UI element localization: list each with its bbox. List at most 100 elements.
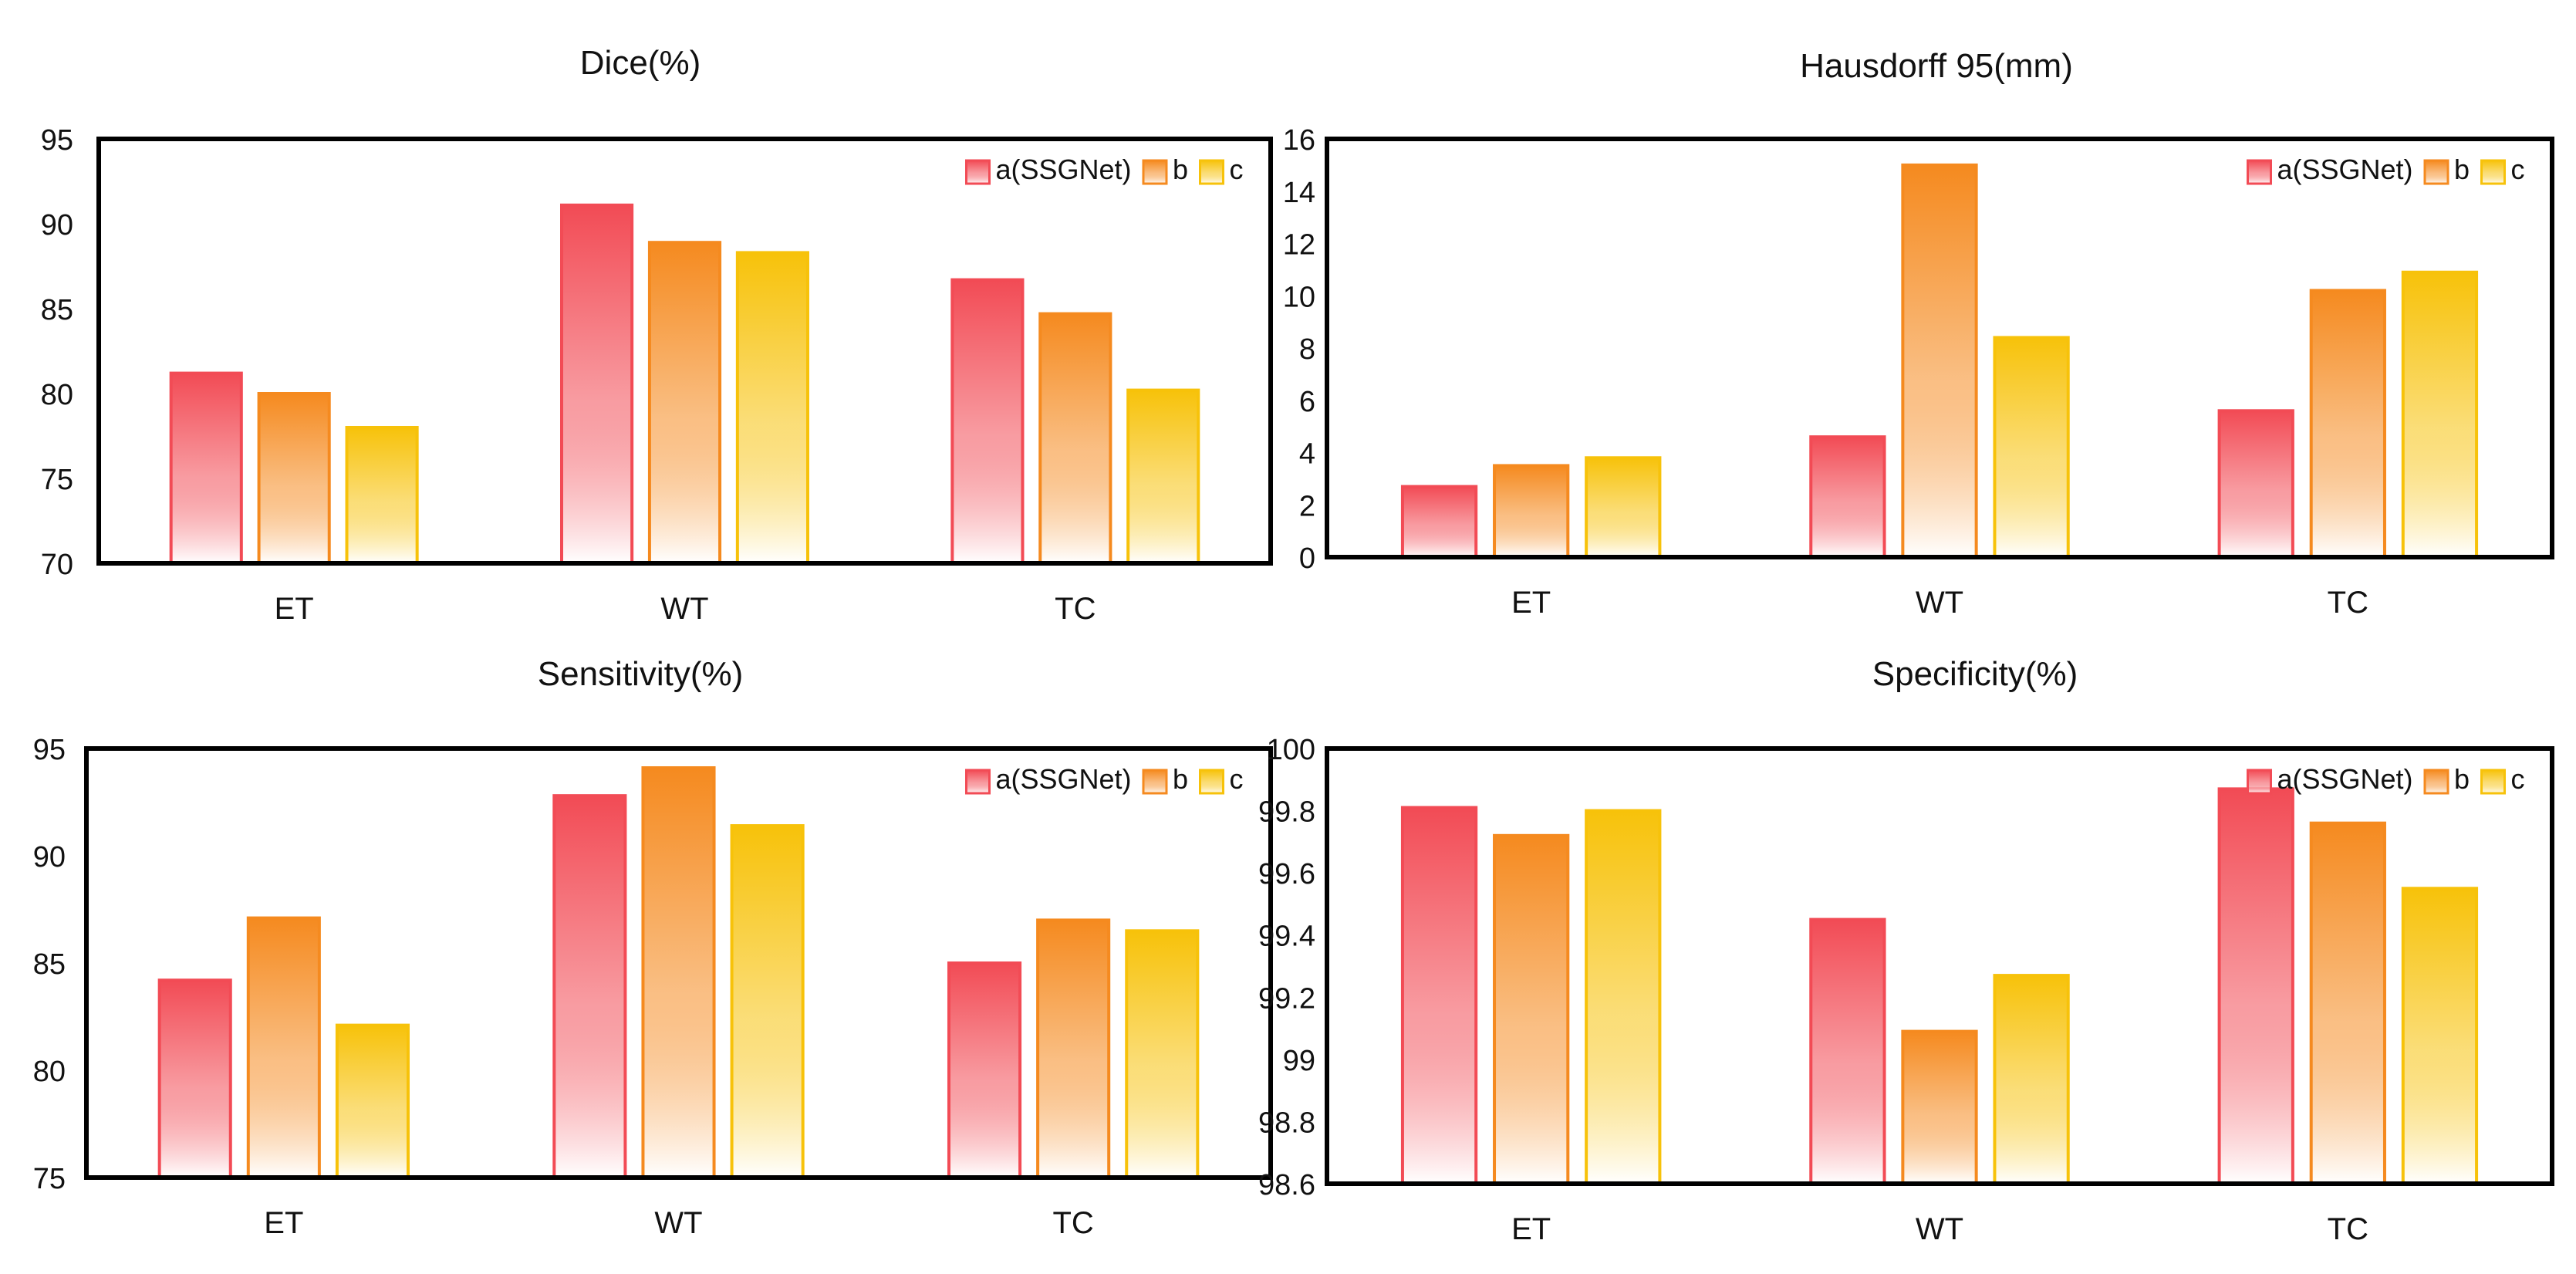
x-tick-label: WT [1916,1212,1963,1246]
bar-tc-b [1038,312,1112,565]
bar-tc-a [2217,409,2294,559]
legend-swatch-a [965,769,991,795]
bar-tc-c [2401,887,2479,1186]
plot-frame [84,746,1273,1180]
plot-frame [1325,746,2554,1186]
y-tick-label: 100 [1267,734,1315,766]
bar-et-a [157,978,232,1179]
y-tick-label: 80 [41,379,73,411]
y-tick-label: 98.8 [1258,1107,1315,1139]
bar-tc-a [2217,787,2294,1185]
bar-wt-c [1993,336,2070,559]
bar-et-c [1585,809,1662,1185]
legend-label-a: a(SSGNet) [996,154,1132,185]
legend-swatch-a [2247,159,2272,185]
legend-swatch-a [2247,769,2272,795]
legend-swatch-b [2423,769,2449,795]
legend-swatch-c [1199,159,1224,185]
chart-title: Hausdorff 95(mm) [1800,47,2073,85]
bar-et-b [1493,833,1570,1186]
chart-panel-2: Hausdorff 95(mm) 0 2 4 6 8 10 12 14 16 ET WT TC a(SSG… [1283,47,2554,620]
x-tick-label: WT [1916,586,1963,620]
legend-swatch-b [2423,159,2449,185]
bar-tc-c [2401,270,2479,559]
legend-swatch-b [1142,769,1168,795]
y-tick-label: 4 [1299,438,1315,471]
bar-wt-c [730,824,805,1179]
bar-wt-c [735,251,809,565]
y-tick-label: 75 [33,1163,66,1195]
bar-wt-a [1809,917,1886,1185]
y-tick-label: 0 [1299,542,1315,575]
y-tick-label: 98.6 [1258,1169,1315,1201]
bar-et-b [246,916,321,1179]
y-tick-label: 80 [33,1056,66,1088]
x-tick-label: TC [2328,1212,2368,1246]
y-tick-label: 95 [41,124,73,157]
bar-et-c [335,1023,410,1179]
bar-wt-a [560,203,634,565]
bar-wt-b [1901,1029,1978,1185]
legend-swatch-b [1142,159,1168,185]
chart-title: Specificity(%) [1872,655,2078,693]
legend-label-a: a(SSGNet) [996,763,1132,795]
legend-label-b: b [2454,763,2470,795]
y-tick-label: 6 [1299,386,1315,418]
bar-et-a [1400,806,1478,1185]
bar-wt-b [641,766,716,1179]
bar-tc-b [2309,821,2386,1185]
legend-label-b: b [1173,154,1188,185]
bar-tc-b [2309,289,2386,559]
plot-frame [1325,137,2554,559]
y-tick-label: 70 [41,549,73,581]
chart-panel-3: Sensitivity(%) 75 80 85 90 95 ET WT TC a(SSGNet) b… [33,655,1273,1240]
legend: a(SSGNet) b c [965,763,1244,795]
y-tick-label: 99.4 [1258,921,1315,953]
bar-tc-c [1125,929,1200,1180]
y-tick-label: 90 [33,841,66,874]
legend-swatch-c [1199,769,1224,795]
bar-tc-c [1126,388,1200,565]
x-tick-label: TC [1053,1206,1094,1240]
chart-title: Sensitivity(%) [538,655,744,693]
x-tick-label: TC [1055,592,1096,626]
bar-et-c [1585,456,1662,559]
legend: a(SSGNet) b c [2247,763,2525,795]
y-tick-label: 90 [41,209,73,242]
chart-title: Dice(%) [580,44,701,82]
x-tick-label: WT [654,1206,702,1240]
x-tick-label: WT [660,592,708,626]
x-tick-label: ET [264,1206,303,1240]
legend: a(SSGNet) b c [2247,154,2525,185]
bar-et-b [257,392,331,565]
x-tick-label: ET [1511,1212,1551,1246]
bar-et-a [1400,485,1478,559]
plot-frame [96,137,1273,566]
legend: a(SSGNet) b c [965,154,1244,185]
bar-wt-a [552,794,627,1180]
y-tick-label: 85 [33,948,66,981]
legend-swatch-c [2480,159,2506,185]
legend-label-b: b [1173,763,1188,795]
legend-label-a: a(SSGNet) [2277,154,2413,185]
y-tick-label: 99 [1283,1045,1315,1077]
y-tick-label: 8 [1299,333,1315,366]
bar-et-b [1493,464,1570,559]
x-tick-label: ET [275,592,314,626]
y-tick-label: 12 [1283,229,1315,262]
x-tick-label: TC [2328,586,2368,620]
y-tick-label: 95 [33,734,66,766]
bar-wt-c [1993,974,2070,1185]
legend-label-c: c [1230,154,1244,185]
y-tick-label: 99.2 [1258,982,1315,1015]
bar-tc-b [1036,918,1111,1180]
y-tick-label: 75 [41,464,73,496]
y-tick-label: 16 [1283,124,1315,157]
bar-wt-b [647,241,722,565]
legend-label-c: c [1230,763,1244,795]
chart-panel-1: Dice(%) 70 75 80 85 90 95 ET WT TC a(SSGNet) b c [41,44,1273,626]
bar-et-a [169,371,243,565]
y-tick-label: 14 [1283,177,1315,209]
